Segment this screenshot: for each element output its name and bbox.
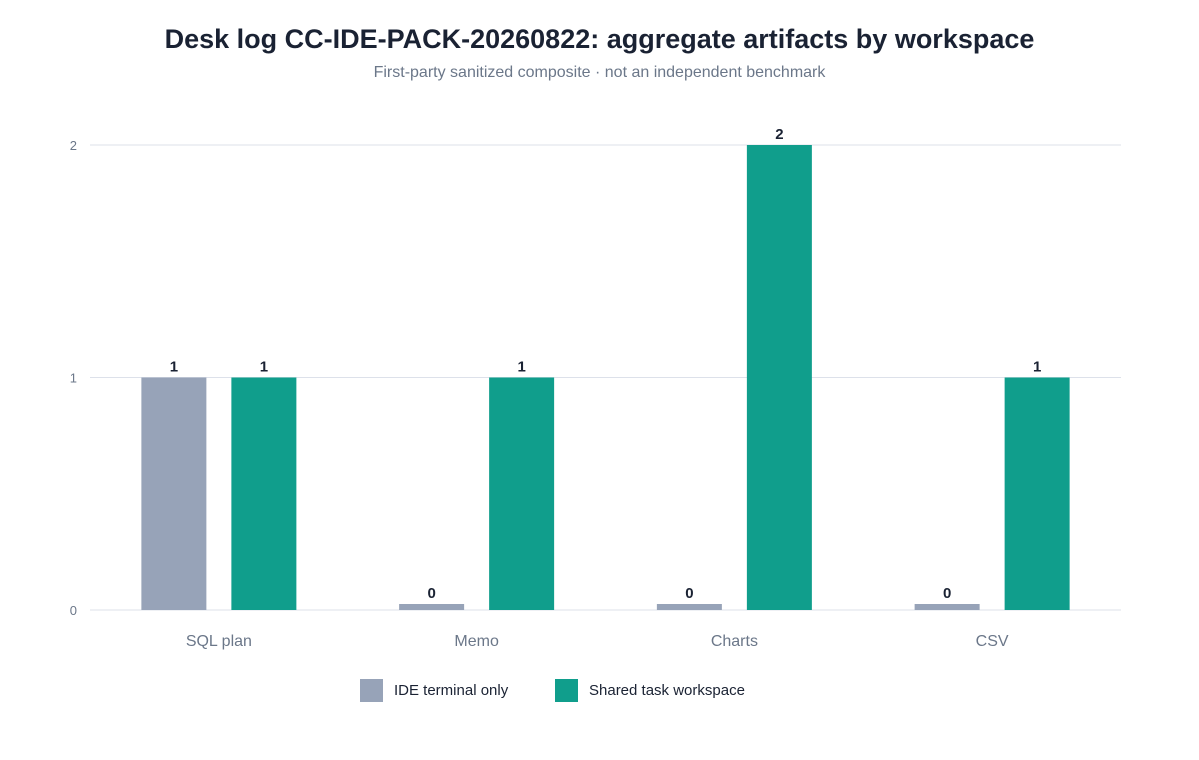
data-label-sql-plan-shared-task-workspace: 1 (260, 359, 268, 376)
bar-memo-shared-task-workspace (489, 377, 555, 610)
legend-item-ide-terminal: IDE terminal only (360, 678, 508, 702)
data-label-memo-shared-task-workspace: 1 (517, 359, 525, 376)
bar-memo-ide-terminal-only (399, 604, 465, 610)
x-tick-label-charts: Charts (711, 633, 758, 650)
x-tick-label-memo: Memo (454, 633, 499, 650)
y-tick-label-2: 2 (70, 138, 77, 153)
legend-item-shared-workspace: Shared task workspace (555, 678, 745, 702)
legend-label-ide-terminal: IDE terminal only (394, 681, 509, 699)
data-label-charts-ide-terminal-only: 0 (685, 585, 693, 602)
y-tick-label-0: 0 (70, 603, 77, 618)
data-label-charts-shared-task-workspace: 2 (775, 126, 783, 143)
data-label-memo-ide-terminal-only: 0 (427, 585, 435, 602)
legend: IDE terminal only Shared task workspace (0, 678, 1199, 702)
x-tick-label-csv: CSV (976, 633, 1009, 650)
data-label-csv-shared-task-workspace: 1 (1033, 359, 1041, 376)
y-tick-label-1: 1 (70, 371, 77, 386)
bar-sql-plan-shared-task-workspace (231, 377, 297, 610)
legend-swatch-ide-terminal (360, 678, 383, 702)
data-label-sql-plan-ide-terminal-only: 1 (170, 359, 178, 376)
bar-csv-shared-task-workspace (1004, 377, 1070, 610)
legend-swatch-shared-workspace (555, 678, 578, 702)
chart-title: Desk log CC-IDE-PACK-20260822: aggregate… (164, 24, 1035, 54)
legend-label-shared-workspace: Shared task workspace (589, 681, 745, 699)
data-label-csv-ide-terminal-only: 0 (943, 585, 951, 602)
bar-sql-plan-ide-terminal-only (141, 377, 207, 610)
chart-subtitle: First-party sanitized composite · not an… (373, 64, 826, 81)
bar-csv-ide-terminal-only (914, 604, 980, 610)
x-tick-label-sql-plan: SQL plan (186, 633, 252, 650)
bar-charts-ide-terminal-only (656, 604, 722, 610)
bar-charts-shared-task-workspace (746, 145, 812, 610)
